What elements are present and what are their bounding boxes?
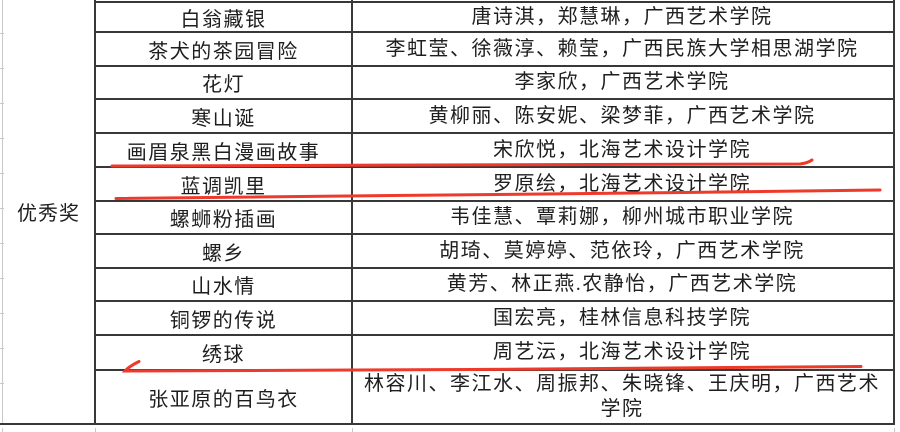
work-title-cell: 螺乡 (202, 242, 245, 265)
left-row-tick (0, 208, 4, 209)
table-border-right (893, 0, 895, 425)
left-row-tick (0, 278, 4, 279)
authors-cell: 黄芳、林正燕.农静怡，广西艺术学院 (446, 273, 798, 295)
table-row: 画眉泉黑白漫画故事 宋欣悦，北海艺术设计学院 (96, 134, 893, 168)
next-row-border-stub (95, 428, 96, 432)
left-crop-column-border (2, 0, 3, 425)
table-border-bottom (0, 423, 895, 425)
table-row: 铜锣的传说 国宏亮，桂林信息科技学院 (96, 302, 893, 336)
left-row-tick (0, 383, 4, 384)
authors-cell: 罗原绘，北海艺术设计学院 (493, 172, 751, 195)
authors-cell: 宋欣悦，北海艺术设计学院 (493, 138, 751, 161)
table-row: 蓝调凯里 罗原绘，北海艺术设计学院 (96, 168, 893, 202)
work-title-cell: 白翁藏银 (180, 8, 267, 31)
left-row-tick (0, 243, 4, 244)
authors-cell: 周艺沄，北海艺术设计学院 (493, 341, 751, 363)
authors-cell: 黄柳丽、陈安妮、梁梦菲，广西艺术学院 (428, 104, 816, 127)
table-row: 白翁藏银 唐诗淇，郑慧琳，广西艺术学院 (96, 3, 893, 33)
left-row-tick (0, 173, 4, 174)
table-row: 绣球 周艺沄，北海艺术设计学院 (96, 336, 893, 371)
authors-cell: 胡琦、莫婷婷、范依玲，广西艺术学院 (439, 239, 805, 262)
table-row: 张亚原的百鸟衣 林容川、李江水、周振邦、朱晓锋、王庆明，广西艺术学院 (96, 371, 893, 425)
work-title-cell: 蓝调凯里 (180, 175, 267, 198)
work-title-cell: 山水情 (191, 276, 256, 298)
authors-cell: 国宏亮，桂林信息科技学院 (493, 306, 751, 329)
next-row-border-stub (352, 428, 353, 432)
authors-cell: 李虹莹、徐薇淳、赖莹，广西民族大学相思湖学院 (385, 37, 859, 60)
table-row: 寒山诞 黄柳丽、陈安妮、梁梦菲，广西艺术学院 (96, 100, 893, 134)
next-row-border-stub (894, 428, 895, 432)
work-title-cell: 螺蛳粉插画 (169, 209, 278, 231)
table-row: 山水情 黄芳、林正燕.农静怡，广西艺术学院 (96, 269, 893, 302)
table-border-top (96, 1, 895, 3)
awards-table: 白翁藏银 唐诗淇，郑慧琳，广西艺术学院 茶犬的茶园冒险 李虹莹、徐薇淳、赖莹，广… (96, 3, 893, 425)
work-title-cell: 花灯 (202, 74, 245, 96)
award-category-cell: 优秀奖 (3, 0, 94, 423)
table-border-col2 (351, 0, 353, 425)
table-row: 茶犬的茶园冒险 李虹莹、徐薇淳、赖莹，广西民族大学相思湖学院 (96, 33, 893, 67)
left-row-tick (0, 348, 4, 349)
work-title-cell: 绣球 (202, 344, 245, 366)
next-row-border-stub (2, 428, 3, 432)
left-row-tick (0, 138, 4, 139)
award-category-label: 优秀奖 (17, 203, 80, 225)
work-title-cell: 铜锣的传说 (169, 309, 278, 332)
left-row-tick (0, 68, 4, 69)
authors-cell: 林容川、李江水、周振邦、朱晓锋、王庆明，广西艺术学院 (364, 373, 880, 420)
table-border-col1 (94, 0, 96, 425)
work-title-cell: 寒山诞 (191, 107, 256, 130)
left-row-tick (0, 103, 4, 104)
table-row: 螺蛳粉插画 韦佳慧、覃莉娜，柳州城市职业学院 (96, 202, 893, 235)
work-title-cell: 画眉泉黑白漫画故事 (126, 141, 321, 164)
left-row-tick (0, 33, 4, 34)
authors-cell: 唐诗淇，郑慧琳，广西艺术学院 (471, 5, 773, 28)
table-row: 花灯 李家欣，广西艺术学院 (96, 67, 893, 100)
left-row-tick (0, 313, 4, 314)
authors-cell: 李家欣，广西艺术学院 (514, 71, 730, 93)
work-title-cell: 张亚原的百鸟衣 (148, 388, 299, 411)
authors-cell: 韦佳慧、覃莉娜，柳州城市职业学院 (450, 206, 794, 228)
table-row: 螺乡 胡琦、莫婷婷、范依玲，广西艺术学院 (96, 235, 893, 269)
work-title-cell: 茶犬的茶园冒险 (148, 40, 299, 63)
